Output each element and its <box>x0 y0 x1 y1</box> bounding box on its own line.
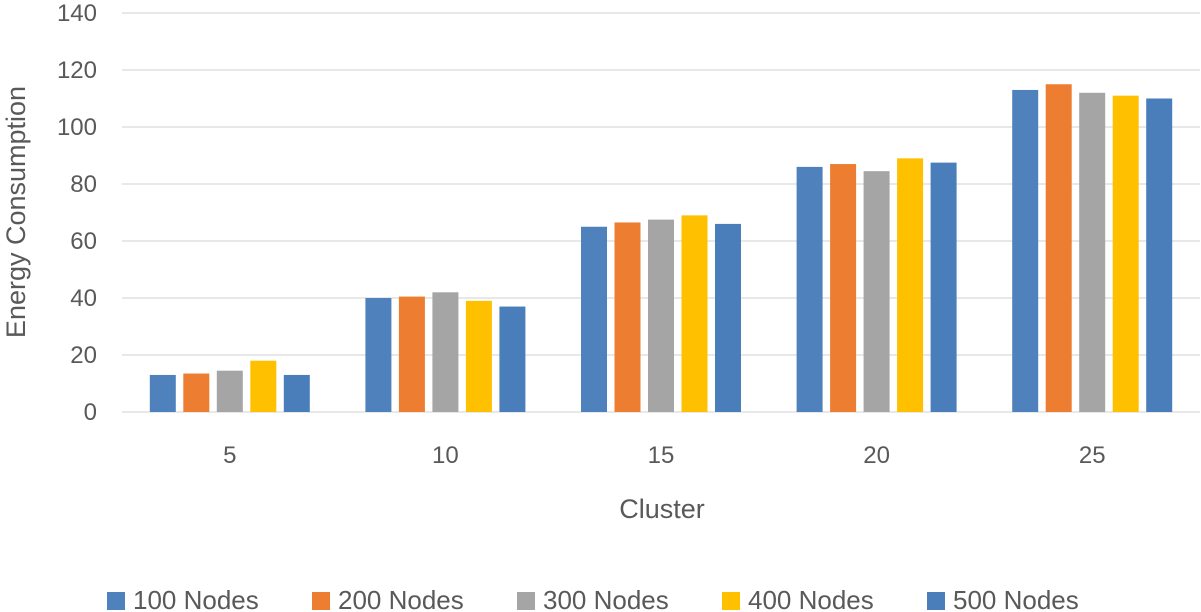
y-axis-ticks: 0 20 40 60 80 100 120 140 <box>57 0 97 426</box>
bar <box>830 164 857 412</box>
y-axis-title: Energy Consumption <box>1 86 31 338</box>
legend-label: 400 Nodes <box>748 585 874 612</box>
x-tick-label: 10 <box>432 442 459 469</box>
bar <box>432 292 459 412</box>
x-tick-label: 5 <box>223 442 236 469</box>
legend-item: 100 Nodes <box>107 585 259 612</box>
legend-swatch <box>517 592 535 610</box>
y-tick-label: 0 <box>84 399 97 426</box>
bar <box>283 374 310 412</box>
bar <box>1012 89 1039 412</box>
legend-item: 300 Nodes <box>517 585 669 612</box>
bar <box>1146 98 1173 412</box>
legend-label: 500 Nodes <box>953 585 1079 612</box>
bar <box>581 226 607 412</box>
bar <box>499 306 526 412</box>
x-tick-label: 15 <box>648 442 675 469</box>
legend-label: 100 Nodes <box>133 585 259 612</box>
bar <box>796 166 823 412</box>
bar <box>216 370 243 412</box>
bar <box>465 300 492 412</box>
y-tick-label: 60 <box>70 228 97 255</box>
bars <box>149 84 1173 413</box>
legend-label: 300 Nodes <box>543 585 669 612</box>
y-tick-label: 80 <box>70 171 97 198</box>
legend-swatch <box>107 592 125 610</box>
bar <box>149 374 176 412</box>
x-tick-label: 20 <box>863 442 890 469</box>
bar <box>365 298 392 412</box>
legend-label: 200 Nodes <box>338 585 464 612</box>
bar <box>1045 84 1072 412</box>
y-tick-label: 140 <box>57 0 97 27</box>
bar <box>930 162 957 412</box>
legend-swatch <box>722 592 740 610</box>
y-tick-label: 40 <box>70 285 97 312</box>
bar <box>897 158 924 412</box>
y-tick-label: 120 <box>57 57 97 84</box>
x-tick-label: 25 <box>1079 442 1106 469</box>
bar <box>1079 92 1106 413</box>
bar <box>183 373 210 412</box>
bar <box>1112 95 1139 413</box>
x-axis-title: Cluster <box>619 494 705 524</box>
x-axis-ticks: 5 10 15 20 25 <box>223 442 1105 469</box>
legend-swatch <box>312 592 330 610</box>
legend-item: 400 Nodes <box>722 585 874 612</box>
bar <box>681 215 708 412</box>
y-tick-label: 20 <box>70 342 97 369</box>
bar <box>863 171 890 412</box>
legend-item: 200 Nodes <box>312 585 464 612</box>
bar <box>715 223 741 412</box>
bar <box>250 360 277 412</box>
y-tick-label: 100 <box>57 114 97 141</box>
bar <box>648 219 674 412</box>
legend-item: 500 Nodes <box>927 585 1079 612</box>
legend-swatch <box>927 592 945 610</box>
legend: 100 Nodes 200 Nodes 300 Nodes 400 Nodes 500 … <box>107 585 1079 612</box>
bar <box>614 222 641 412</box>
bar <box>398 296 425 412</box>
